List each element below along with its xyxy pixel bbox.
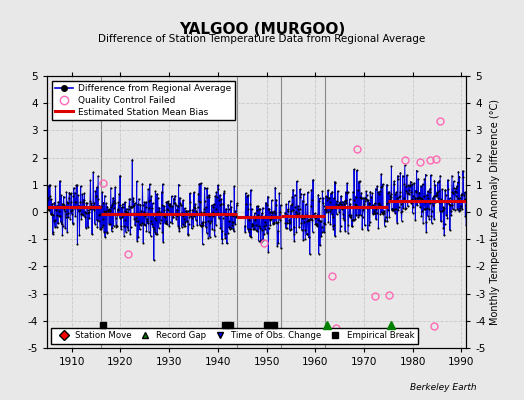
Y-axis label: Monthly Temperature Anomaly Difference (°C): Monthly Temperature Anomaly Difference (… (490, 99, 500, 325)
Text: Difference of Station Temperature Data from Regional Average: Difference of Station Temperature Data f… (99, 34, 425, 44)
Text: Berkeley Earth: Berkeley Earth (410, 383, 477, 392)
Text: YALGOO (MURGOO): YALGOO (MURGOO) (179, 22, 345, 37)
Legend: Station Move, Record Gap, Time of Obs. Change, Empirical Break: Station Move, Record Gap, Time of Obs. C… (51, 328, 418, 344)
